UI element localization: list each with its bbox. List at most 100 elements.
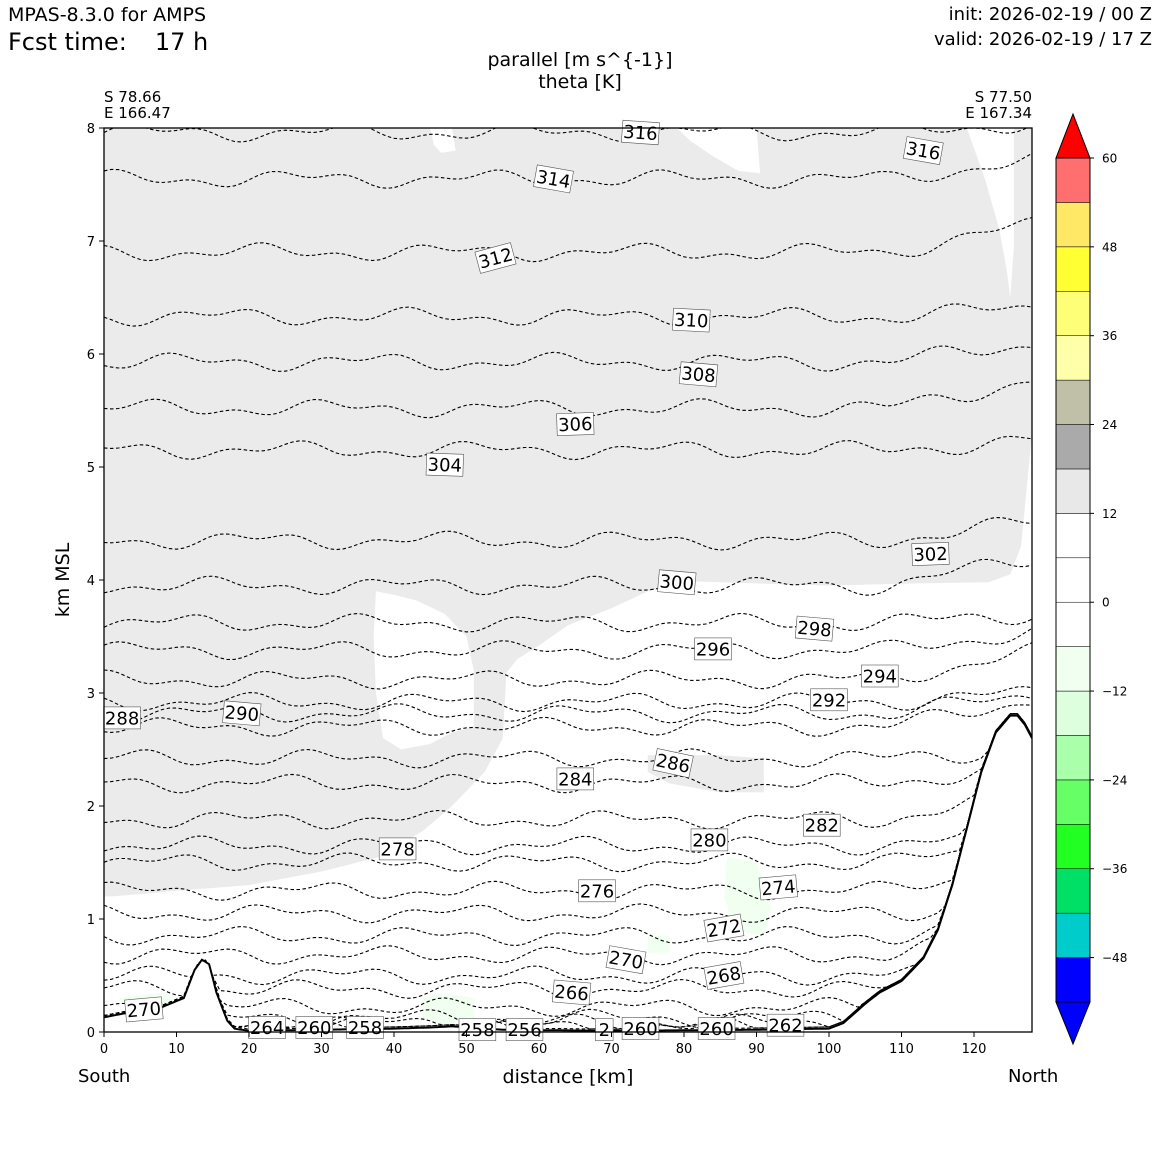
colorbar-band [1055,157,1091,203]
forecast-time: Fcst time: 17 h [8,28,208,56]
contour-label-box [346,1016,384,1039]
y-axis-label: km MSL [52,542,74,617]
colorbar-label: −48 [1102,951,1127,965]
left-lon: E 166.47 [104,104,171,122]
x-tick-label: 50 [458,1042,475,1057]
contour-label-text: 278 [380,839,414,860]
contour-label-text: 260 [699,1019,733,1040]
colorbar-band [1055,779,1091,825]
colorbar-band [1055,335,1091,381]
south-label: South [78,1066,131,1087]
contour-label: 260 [697,1017,736,1040]
y-tick-label: 3 [87,687,95,702]
theta-contour-310 [104,303,1032,327]
contour-label-text: 288 [105,708,139,729]
colorbar-label: 0 [1102,596,1110,610]
colorbar-band [1055,646,1091,692]
colorbar-label: −36 [1102,862,1127,876]
theta-contour-312 [104,217,1032,263]
left-lat: S 78.66 [104,88,162,106]
colorbar-label: 24 [1102,418,1117,432]
contour-label: 266 [551,979,592,1006]
theta-contour-272 [104,713,1032,946]
theta-contour-280 [104,713,1032,856]
contour-label: 300 [657,569,697,595]
model-title: MPAS-8.3.0 for AMPS [8,4,207,26]
left-endpoint-coords: S 78.66 E 166.47 [104,89,171,121]
colorbar-label: 60 [1102,152,1117,166]
contour-label: 268 [703,961,745,990]
contour-label: 310 [672,307,711,333]
x-tick-label: 100 [817,1042,842,1057]
right-lat: S 77.50 [974,88,1032,106]
colorbar-label: 36 [1102,329,1117,343]
contour-label-box [533,164,574,194]
contour-label-text: 292 [812,690,846,711]
shade-white-pocket [373,591,474,750]
contour-label-text: 298 [796,618,832,642]
contour-label-text: 272 [705,916,742,943]
y-tick-label: 7 [87,235,95,250]
colorbar-band [1055,513,1091,559]
colorbar-band [1055,468,1091,514]
colorbar-band [1055,868,1091,914]
contour-label-box [556,412,595,437]
contour-label: 264 [248,1016,286,1039]
contour-label: 280 [690,828,729,852]
contour-label: 294 [861,664,899,688]
colorbar: 60 48 36 24 12 0 −12 −24 −36 −48 [1055,112,1127,1046]
x-tick-label: 70 [603,1042,620,1057]
contour-label: 270 [124,996,164,1023]
contour-label: 290 [222,700,262,726]
contour-label-text: 270 [607,947,644,974]
contour-label-box [124,996,164,1023]
contour-label: 304 [425,452,464,477]
contour-label-text: 310 [674,310,709,333]
theta-contour-284 [104,713,1032,794]
colorbar-band [1055,424,1091,470]
theta-contour-306 [104,381,1032,419]
contour-label-text: 302 [913,544,948,566]
right-endpoint-coords: S 77.50 E 167.34 [965,89,1032,121]
shade-green-patch-3 [647,936,670,953]
theta-contour-274 [104,713,1032,924]
y-tick-label: 0 [87,1026,95,1041]
colorbar-label: 12 [1102,507,1117,521]
y-tick-label: 8 [87,122,95,137]
contour-label: 288 [103,706,141,729]
theta-contour-266 [104,713,1032,999]
x-tick-label: 0 [100,1042,108,1057]
x-tick-label: 120 [962,1042,987,1057]
contour-label-box [678,361,719,388]
x-tick-label: 80 [676,1042,693,1057]
contour-label-text: 256 [507,1020,541,1041]
contour-label-box [803,813,841,837]
colorbar-label: 48 [1102,240,1117,254]
theta-contour-308 [104,345,1032,372]
y-tick-label: 2 [87,800,95,815]
contour-label-box [458,1018,497,1041]
plot-title-line2: theta [K] [538,71,622,93]
x-tick-label: 10 [168,1042,185,1057]
colorbar-band [1055,912,1091,958]
theta-contour-302 [104,516,1032,551]
contour-label-text: 274 [760,876,796,900]
contour-label: 2 [595,1018,614,1041]
contour-label-text: 280 [692,830,726,851]
contour-label-box [794,615,835,642]
contour-label-text: 284 [558,769,592,790]
contour-label-box [551,979,592,1006]
contour-label: 256 [505,1018,544,1041]
wind-shading [104,128,1032,1025]
contour-label-text: 308 [680,363,716,387]
contour-label-text: 268 [705,963,742,990]
contour-label-box [703,961,745,990]
contour-label-box [248,1016,286,1039]
contour-label-box [690,828,729,852]
x-axis-label: distance [km] [503,1066,634,1088]
contour-label: 282 [803,813,841,837]
contour-label: 284 [556,767,594,790]
contour-label-box [425,452,464,477]
plot-title-line1: parallel [m s^{-1}] [487,49,673,71]
contour-label-text: 294 [863,667,897,688]
